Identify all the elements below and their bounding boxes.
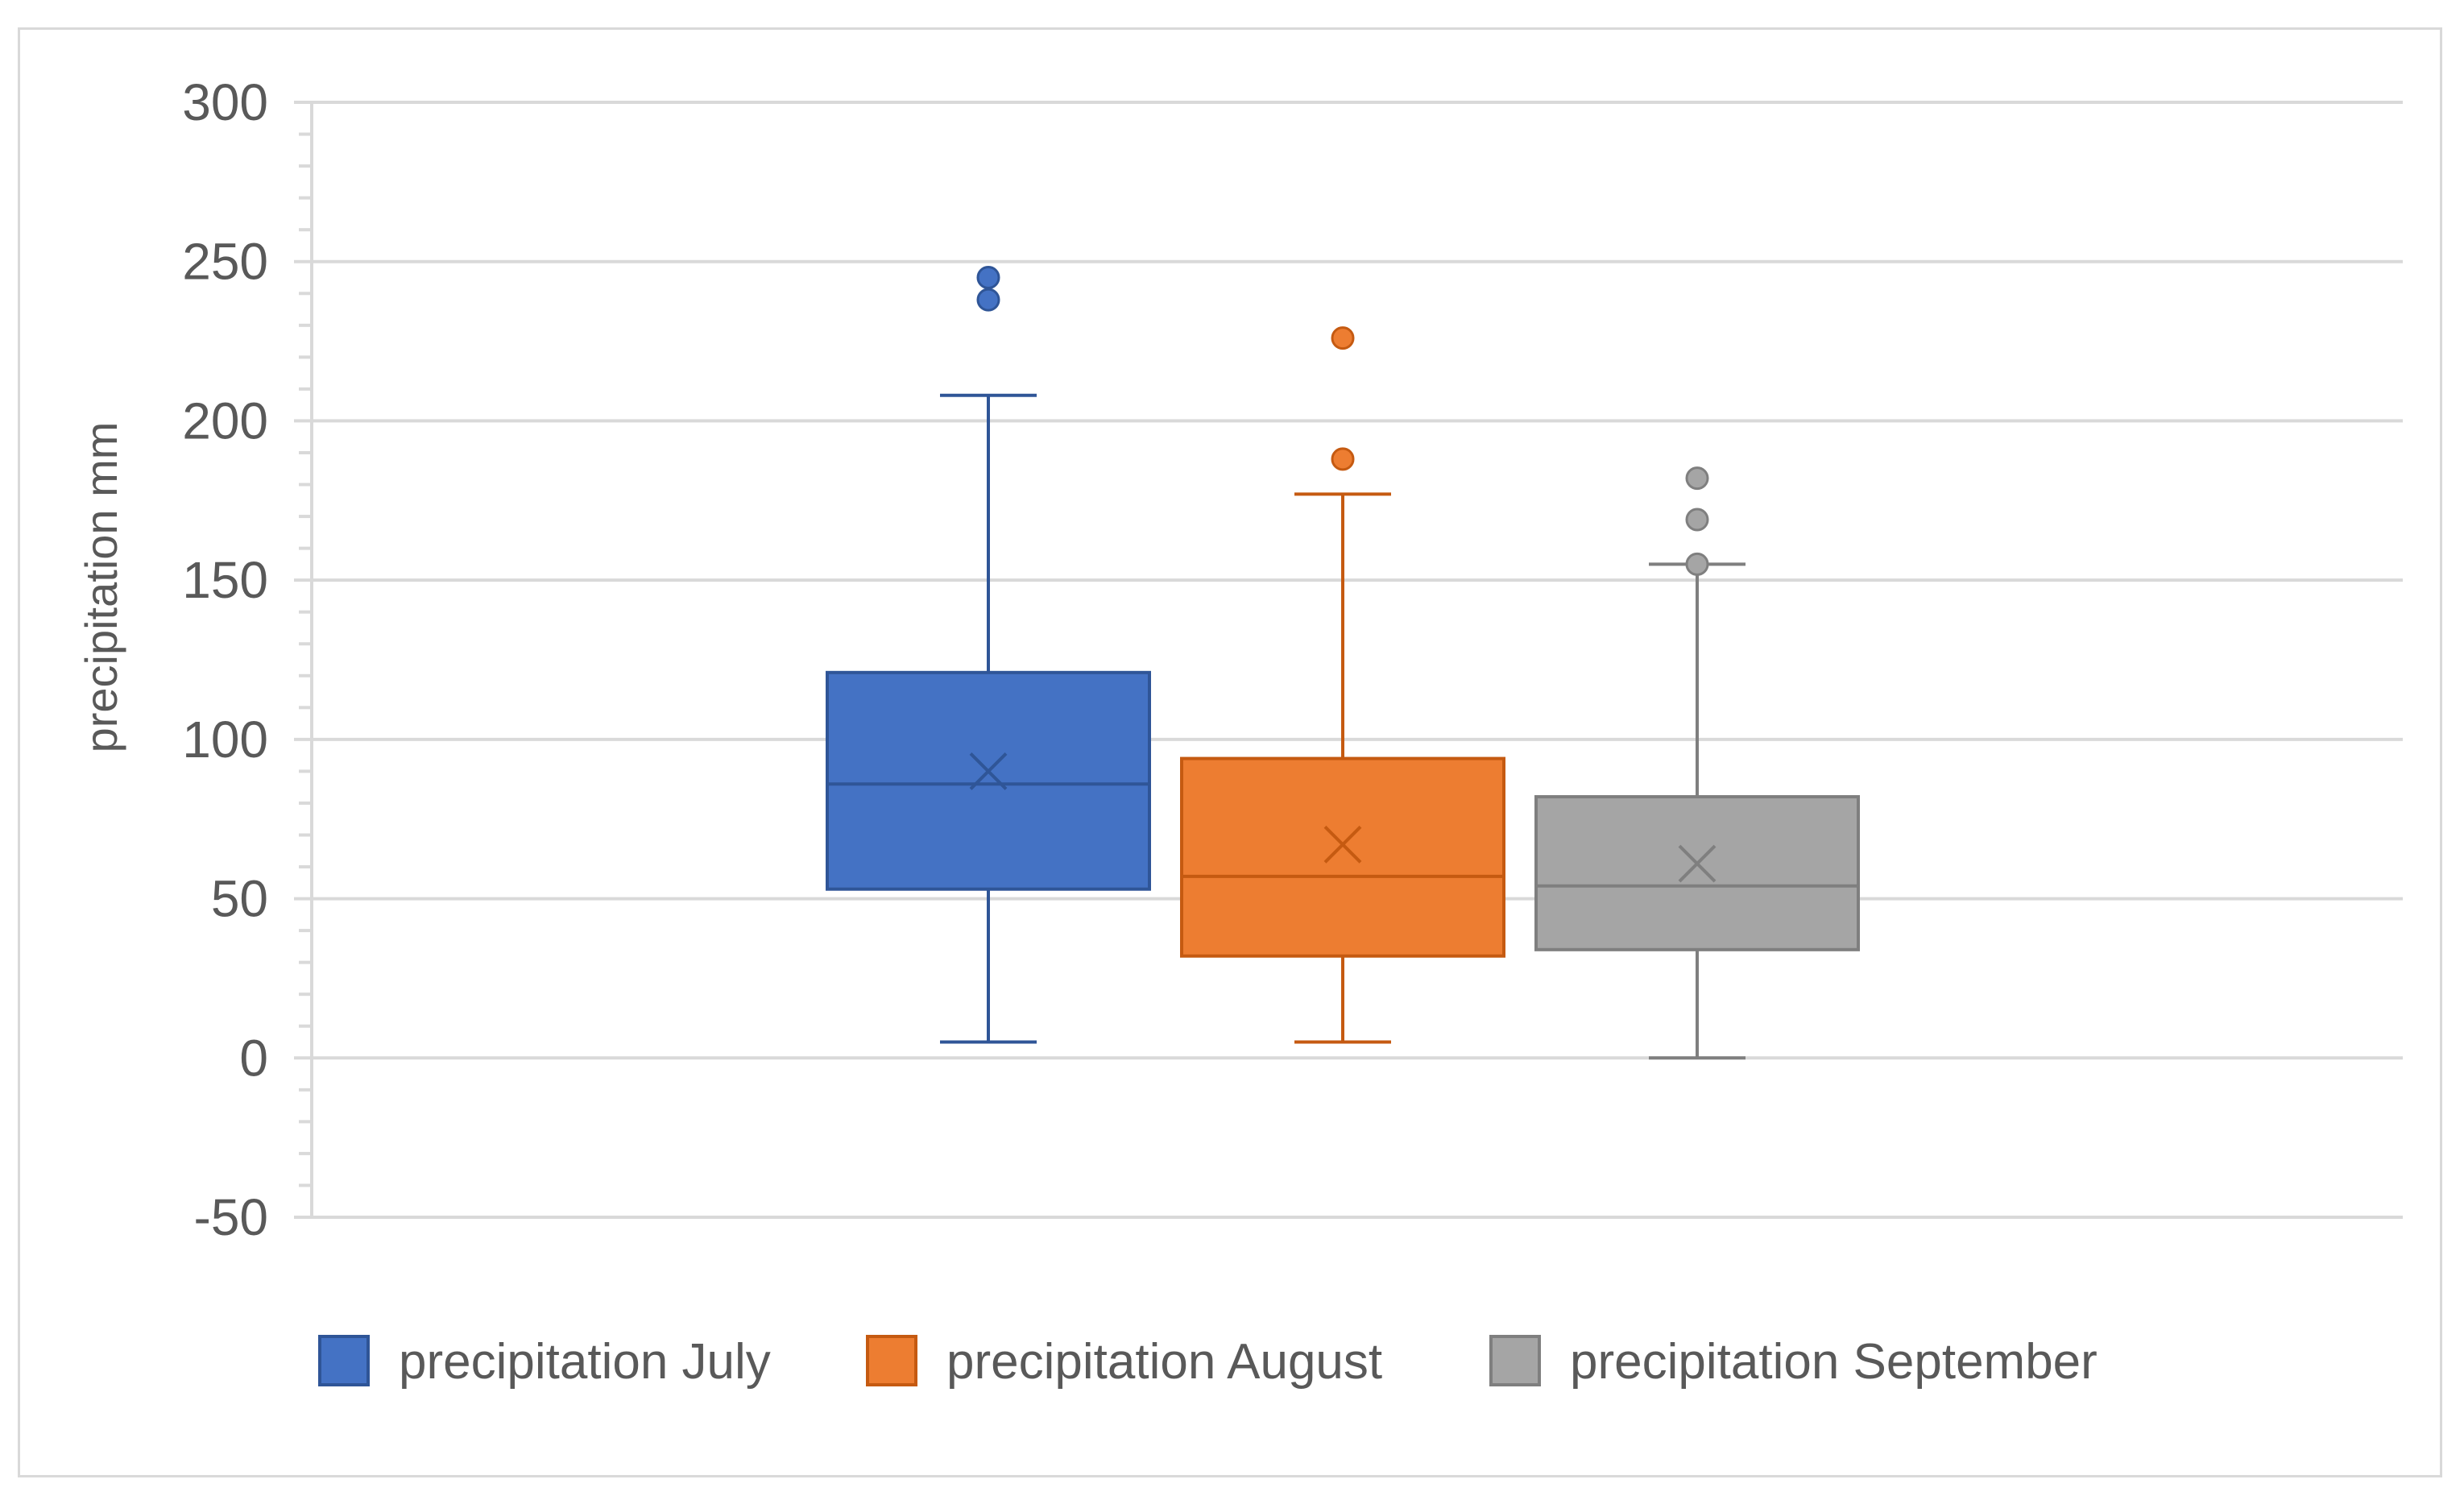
series-layer bbox=[826, 265, 1860, 1060]
box-2 bbox=[1534, 466, 1860, 1060]
y-tick-label: 200 bbox=[182, 392, 268, 450]
y-axis: -50 0 50 100 150 200 250 300 bbox=[182, 73, 313, 1246]
box-1 bbox=[1180, 326, 1505, 1044]
outlier-point bbox=[1685, 466, 1709, 491]
y-tick-label: -50 bbox=[194, 1188, 269, 1246]
legend-label: precipitation September bbox=[1570, 1334, 2098, 1390]
outlier-point bbox=[1685, 552, 1709, 576]
legend-swatch bbox=[1489, 1335, 1541, 1386]
legend-item: precipitation August bbox=[866, 1334, 1382, 1390]
iqr-box bbox=[1534, 795, 1860, 951]
y-axis-title: precipitation mm bbox=[76, 422, 126, 753]
legend-item: precipitation September bbox=[1489, 1334, 2098, 1390]
mean-marker bbox=[1323, 825, 1362, 864]
legend-label: precipitation July bbox=[399, 1334, 771, 1390]
legend-item: precipitation July bbox=[318, 1334, 771, 1390]
legend-label: precipitation August bbox=[946, 1334, 1382, 1390]
iqr-box bbox=[826, 670, 1151, 891]
chart-frame: -50 0 50 100 150 200 250 300 precipitation mm p… bbox=[18, 27, 2442, 1477]
y-tick-label: 50 bbox=[211, 870, 268, 928]
outlier-point bbox=[976, 265, 1000, 289]
box-0 bbox=[826, 265, 1151, 1044]
mean-marker bbox=[969, 752, 1008, 790]
iqr-box bbox=[1180, 756, 1505, 958]
y-tick-label: 150 bbox=[182, 551, 268, 609]
y-tick-label: 250 bbox=[182, 233, 268, 291]
outlier-point bbox=[1331, 447, 1355, 471]
legend-swatch bbox=[318, 1335, 370, 1386]
y-tick-label: 300 bbox=[182, 73, 268, 131]
outlier-point bbox=[976, 288, 1000, 312]
y-tick-label: 100 bbox=[182, 711, 268, 769]
outlier-point bbox=[1331, 326, 1355, 350]
y-tick-label: 0 bbox=[239, 1029, 268, 1087]
grid-layer bbox=[312, 101, 2403, 1219]
mean-marker bbox=[1678, 844, 1717, 883]
legend-swatch bbox=[866, 1335, 917, 1386]
box-plot-chart: -50 0 50 100 150 200 250 300 precipitation mm p… bbox=[76, 73, 2403, 1390]
legend: precipitation July precipitation August pr… bbox=[318, 1334, 2098, 1390]
outlier-point bbox=[1685, 508, 1709, 532]
